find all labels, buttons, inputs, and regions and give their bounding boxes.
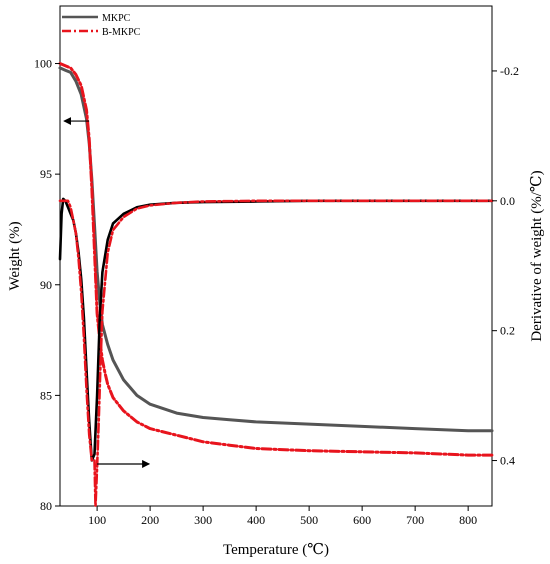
left-y-tick-label: 90 bbox=[40, 278, 52, 292]
x-axis-title: Temperature (℃) bbox=[223, 542, 329, 558]
left-y-tick-label: 80 bbox=[40, 499, 52, 513]
right-y-axis-title: Derivative of weight (%/℃) bbox=[529, 170, 545, 341]
right-y-tick-label: 0.2 bbox=[500, 324, 515, 338]
left-y-tick-label: 85 bbox=[40, 388, 52, 402]
series-layer bbox=[58, 62, 494, 508]
right-y-tick-label: -0.2 bbox=[500, 64, 519, 78]
legend-label: MKPC bbox=[102, 13, 131, 24]
x-tick-label: 800 bbox=[459, 513, 477, 527]
x-tick-label: 500 bbox=[300, 513, 318, 527]
legend-label: B-MKPC bbox=[102, 27, 141, 38]
left-y-axis-title: Weight (%) bbox=[7, 221, 23, 290]
legend: MKPC B-MKPC bbox=[62, 13, 141, 38]
annotation-layer bbox=[63, 117, 151, 468]
right-y-tick-label: 0.0 bbox=[500, 194, 515, 208]
x-tick-label: 700 bbox=[406, 513, 424, 527]
series-line-mkpc-derivative bbox=[58, 197, 494, 462]
series-line-b-mkpc-derivative bbox=[58, 199, 494, 508]
series-line-b-mkpc-weight bbox=[58, 62, 494, 457]
x-tick-label: 100 bbox=[88, 513, 106, 527]
x-tick-label: 400 bbox=[247, 513, 265, 527]
series-line-mkpc-weight bbox=[58, 66, 494, 433]
x-tick-label: 300 bbox=[194, 513, 212, 527]
x-tick-label: 200 bbox=[141, 513, 159, 527]
left-y-tick-label: 100 bbox=[34, 57, 52, 71]
left-y-tick-label: 95 bbox=[40, 167, 52, 181]
plot-frame bbox=[59, 5, 493, 507]
right-y-tick-label: 0.4 bbox=[500, 454, 515, 468]
x-tick-label: 600 bbox=[353, 513, 371, 527]
axes-layer: 100 200 300 400 500 600 700 800 80 85 90 95 100 -0.2 0… bbox=[34, 57, 519, 527]
